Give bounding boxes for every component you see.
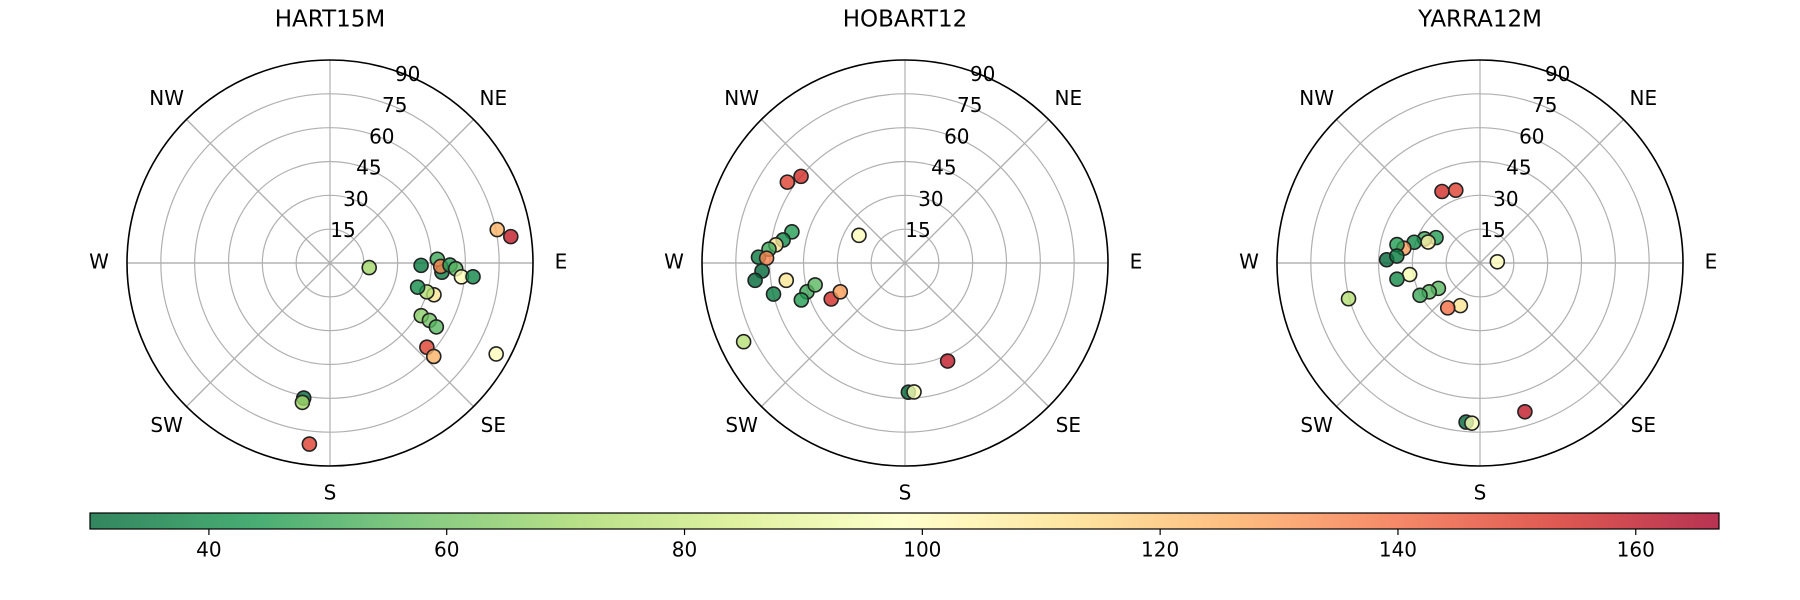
theta-tick-label: S [324,481,337,505]
scatter-point [1340,290,1357,307]
r-tick-label: 15 [1480,218,1505,242]
r-tick-label: 15 [905,218,930,242]
theta-tick-label: NE [1055,86,1083,110]
colorbar-tick-label: 120 [1141,538,1179,562]
r-tick-label: 60 [369,124,394,148]
r-tick-label: 60 [1519,124,1544,148]
scatter-point [1420,234,1436,250]
scatter-point [361,259,378,276]
scatter-point [413,257,429,274]
polar-frame [701,59,1109,467]
theta-tick-label: SW [725,413,758,437]
scatter-point [465,268,481,285]
scatter-point [807,277,823,293]
scatter-point [294,394,311,411]
colorbar-tick-label: 140 [1379,538,1417,562]
scatter-point [425,348,442,365]
scatter-point [502,228,519,245]
scatter-point [832,284,849,300]
theta-tick-label: SW [1300,413,1333,437]
theta-tick-label: SE [481,413,506,437]
r-tick-label: 75 [957,93,982,117]
scatter-point [488,346,504,362]
theta-tick-label: NW [149,86,184,110]
r-tick-label: 15 [330,218,355,242]
r-tick-label: 45 [356,156,381,180]
theta-tick-label: W [89,250,109,274]
scatter-point [939,353,956,369]
chart-title: HART15M [275,7,386,33]
scatter-point [906,384,922,400]
r-tick-label: 45 [931,156,956,180]
theta-tick-label: NW [724,86,759,110]
scatter-point [1464,415,1480,431]
theta-tick-label: NE [480,86,508,110]
theta-tick-label: SW [150,413,183,437]
r-tick-label: 30 [343,187,368,211]
r-tick-label: 90 [395,62,420,86]
theta-tick-label: NW [1299,86,1334,110]
scatter-point [765,286,782,302]
scatter-point [778,272,795,289]
scatter-point [1439,300,1456,316]
theta-tick-label: E [1130,250,1143,274]
scatter-point [1517,403,1533,420]
r-tick-label: 90 [970,62,995,86]
colorbar-tick-label: 160 [1617,538,1655,562]
scatter-point [409,279,426,295]
scatter-point [779,174,796,190]
colorbar-tick-label: 80 [672,538,697,562]
angular-grid-line [761,119,1049,407]
colorbar-tick-label: 100 [903,538,941,562]
scatter-point [1389,248,1405,264]
colorbar [89,512,1720,530]
theta-tick-label: S [899,481,912,505]
theta-tick-label: E [555,250,568,274]
theta-tick-label: SE [1056,413,1081,437]
scatter-point [489,221,506,238]
chart-title: HOBART12 [843,7,968,33]
theta-tick-label: W [664,250,684,274]
r-tick-label: 30 [1493,187,1518,211]
r-tick-label: 30 [918,187,943,211]
scatter-point [747,272,763,289]
r-tick-label: 90 [1545,62,1570,86]
r-tick-label: 60 [944,124,969,148]
scatter-point [758,250,775,266]
angular-grid-line [1336,119,1624,407]
scatter-point [1412,287,1428,304]
scatter-point [851,227,867,244]
scatter-point [1389,271,1405,287]
polar-frame [126,59,534,467]
scatter-point [1452,297,1469,314]
r-tick-label: 75 [1532,93,1557,117]
scatter-point [301,436,318,452]
chart-title: YARRA12M [1417,7,1542,33]
angular-grid-line [186,119,474,407]
scatter-point [1489,253,1506,270]
theta-tick-label: S [1474,481,1487,505]
theta-tick-label: W [1239,250,1259,274]
scatter-point [793,292,810,308]
colorbar-tick-label: 40 [196,538,221,562]
scatter-point [793,168,809,185]
scatter-point [735,333,752,350]
polar-frame [1276,59,1684,467]
theta-tick-label: E [1705,250,1718,274]
r-tick-label: 45 [1506,156,1531,180]
theta-tick-label: NE [1630,86,1658,110]
theta-tick-label: SE [1631,413,1656,437]
scatter-point [1447,182,1464,199]
r-tick-label: 75 [382,93,407,117]
scatter-point [1434,183,1450,200]
colorbar-tick-label: 60 [434,538,459,562]
scatter-point [428,319,445,335]
